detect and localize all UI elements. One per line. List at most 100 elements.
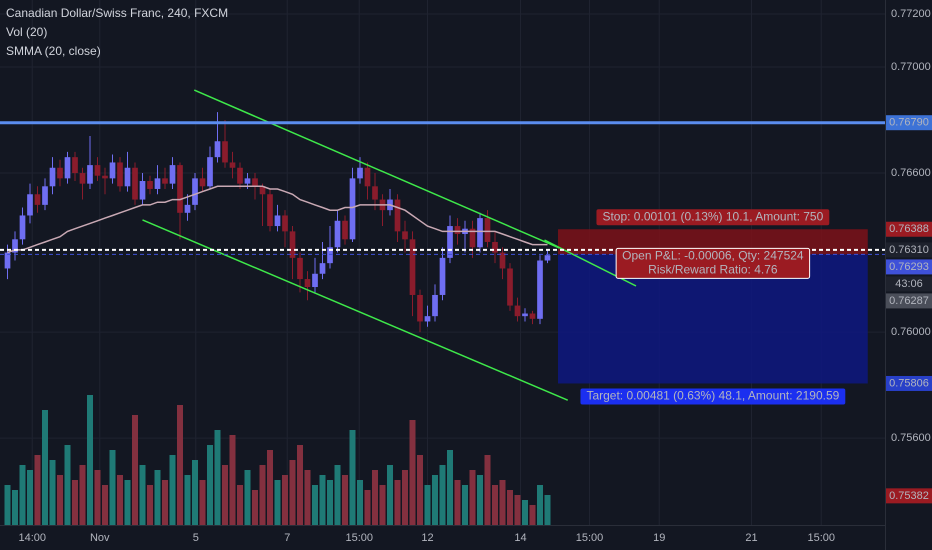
volume-bar bbox=[439, 465, 446, 525]
candle-body bbox=[184, 204, 191, 213]
candle-body bbox=[132, 167, 138, 200]
candle-body bbox=[529, 313, 536, 319]
volume-bar bbox=[214, 430, 221, 525]
volume-bar bbox=[394, 480, 401, 525]
candle-body bbox=[477, 218, 483, 248]
volume-bar bbox=[544, 495, 551, 525]
candle-body bbox=[124, 167, 131, 187]
position-label-box bbox=[580, 388, 846, 405]
volume-bar bbox=[379, 485, 386, 525]
price-tag bbox=[886, 259, 932, 275]
volume-bar bbox=[417, 455, 423, 525]
candle-body bbox=[349, 178, 356, 240]
candle-body bbox=[357, 167, 363, 179]
candle-body bbox=[199, 178, 206, 187]
x-tick-label: 14 bbox=[514, 532, 526, 544]
position-label: Target: 0.00481 (0.63%) 48.1, Amount: 21… bbox=[580, 388, 846, 405]
candle-body bbox=[139, 181, 146, 200]
candle-body bbox=[79, 173, 86, 184]
candle-body bbox=[492, 241, 498, 253]
volume-bar bbox=[304, 470, 311, 525]
volume-bar bbox=[124, 480, 131, 525]
volume-bar bbox=[19, 465, 26, 525]
volume-bar bbox=[432, 475, 438, 525]
price-tag-label: 0.76293 bbox=[889, 261, 929, 273]
candle-body bbox=[514, 305, 521, 317]
x-tick-label: 15:00 bbox=[345, 532, 373, 544]
candle-body bbox=[214, 141, 221, 158]
volume-bar bbox=[147, 485, 153, 525]
volume-bar bbox=[282, 475, 288, 525]
price-tag bbox=[886, 276, 932, 292]
volume-bar bbox=[402, 470, 408, 525]
legend-smma: SMMA (20, close) bbox=[6, 44, 101, 58]
volume-bar bbox=[319, 475, 326, 525]
candle-body bbox=[267, 194, 273, 227]
price-tag bbox=[886, 375, 932, 391]
candle-body bbox=[507, 268, 513, 306]
volume-bar bbox=[387, 465, 393, 525]
candle-body bbox=[417, 294, 423, 322]
volume-bar bbox=[177, 405, 183, 525]
volume-bar bbox=[312, 485, 318, 525]
candle-body bbox=[237, 167, 243, 184]
candle-body bbox=[177, 165, 183, 213]
volume-bar bbox=[469, 470, 476, 525]
candle-body bbox=[469, 228, 476, 248]
candle-body bbox=[297, 257, 303, 280]
x-tick-label: 15:00 bbox=[807, 532, 835, 544]
price-tag bbox=[886, 293, 932, 309]
candle-body bbox=[304, 279, 311, 288]
volume-bar bbox=[222, 465, 228, 525]
chart-title: Canadian Dollar/Swiss Franc, 240, FXCM bbox=[6, 6, 228, 20]
candle-body bbox=[162, 178, 168, 184]
volume-bar bbox=[117, 475, 123, 525]
x-tick-label: 21 bbox=[745, 532, 757, 544]
x-tick-label: 14:00 bbox=[18, 532, 46, 544]
price-tag-label: 0.76310 bbox=[889, 244, 929, 256]
volume-bar bbox=[162, 480, 168, 525]
candle-body bbox=[499, 252, 506, 269]
candle-body bbox=[57, 167, 63, 179]
volume-bar bbox=[207, 445, 213, 525]
candle-body bbox=[72, 157, 78, 174]
volume-bar bbox=[327, 480, 333, 525]
volume-bar bbox=[184, 475, 191, 525]
volume-bar bbox=[109, 450, 116, 525]
price-tag-label: 0.76287 bbox=[889, 295, 929, 307]
position-label-text: Open P&L: -0.00006, Qty: 247524 bbox=[622, 249, 804, 263]
position-label-box bbox=[615, 247, 811, 279]
volume-bar bbox=[244, 470, 251, 525]
candle-body bbox=[87, 165, 93, 184]
volume-bar bbox=[154, 470, 161, 525]
candle-body bbox=[244, 178, 251, 184]
volume-bar bbox=[477, 475, 483, 525]
volume-bar bbox=[34, 455, 41, 525]
candle-body bbox=[64, 157, 71, 179]
candle-body bbox=[274, 215, 281, 227]
candle-body bbox=[49, 167, 56, 187]
volume-bar bbox=[192, 460, 198, 525]
volume-bar bbox=[27, 470, 33, 525]
y-tick-label: 0.76000 bbox=[891, 326, 931, 338]
volume-bar bbox=[259, 465, 266, 525]
volume-bar bbox=[229, 435, 236, 525]
x-tick-label: 15:00 bbox=[576, 532, 604, 544]
candle-body bbox=[484, 218, 491, 242]
candle-body bbox=[259, 186, 266, 195]
volume-bar bbox=[274, 480, 281, 525]
volume-bar bbox=[522, 500, 528, 525]
volume-bar bbox=[409, 420, 416, 525]
volume-bar bbox=[447, 450, 453, 525]
x-tick-label: 5 bbox=[193, 532, 199, 544]
volume-bar bbox=[289, 460, 296, 525]
candle-body bbox=[154, 178, 161, 189]
volume-bar bbox=[169, 455, 176, 525]
candle-body bbox=[117, 162, 123, 187]
plot: Stop: 0.00101 (0.13%) 10.1, Amount: 750 O… bbox=[0, 0, 885, 525]
candle-body bbox=[207, 157, 213, 187]
volume-bar bbox=[424, 485, 431, 525]
candle-body bbox=[109, 162, 116, 179]
candle-body bbox=[252, 178, 258, 187]
